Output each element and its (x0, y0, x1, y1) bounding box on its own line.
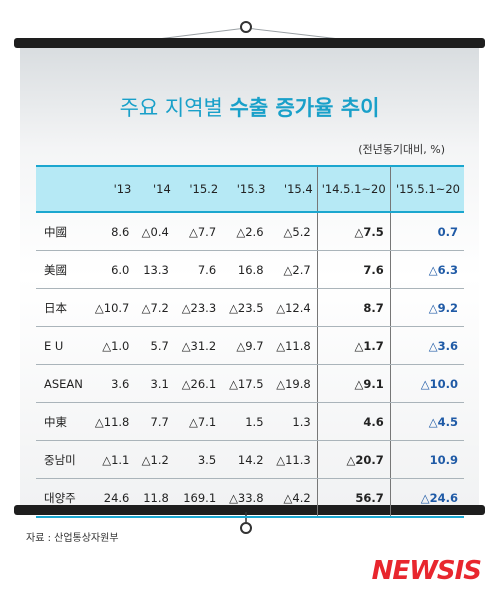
header-cell: '15.2 (174, 165, 223, 213)
table-cell: △0.4 (135, 212, 175, 251)
header-cell: '14.5.1~20 (316, 165, 391, 213)
table-cell: 8.7 (316, 288, 391, 327)
table-cell: 0.7 (389, 212, 464, 251)
table-cell: △24.6 (389, 478, 464, 518)
row-label: E U (36, 326, 89, 365)
table-cell: 4.6 (316, 402, 391, 441)
table-cell: △19.8 (269, 364, 318, 403)
table-cell: 1.3 (269, 402, 318, 441)
table-cell: △6.3 (389, 250, 464, 289)
source-note: 자료 : 산업통상자원부 (26, 533, 119, 544)
table-cell: △23.3 (174, 288, 223, 327)
table-cell: △31.2 (174, 326, 223, 365)
table-cell: △1.1 (88, 440, 136, 479)
table-cell: 1.5 (222, 402, 270, 441)
table-row: 中東 △11.8 7.7 △7.1 1.5 1.3 4.6 △4.5 (36, 402, 464, 441)
table-row: E U △1.0 5.7 △31.2 △9.7 △11.8 △1.7 △3.6 (36, 326, 464, 365)
table-cell: △5.2 (269, 212, 318, 251)
table-cell: 3.5 (174, 440, 223, 479)
table-cell: △20.7 (316, 440, 391, 479)
table-cell: △1.2 (135, 440, 175, 479)
title-plain: 주요 지역별 (119, 96, 230, 120)
table-cell: 7.6 (316, 250, 391, 289)
table-cell: △10.7 (88, 288, 136, 327)
table-cell: △9.1 (316, 364, 391, 403)
table-cell: △7.5 (316, 212, 391, 251)
newsis-logo: NEWSIS (371, 556, 482, 586)
table-cell: △26.1 (174, 364, 223, 403)
table-cell: 3.6 (88, 364, 136, 403)
table-cell: △12.4 (269, 288, 318, 327)
unit-label: (전년동기대비, %) (358, 143, 445, 156)
row-label: 중남미 (36, 440, 89, 479)
table-cell: △4.5 (389, 402, 464, 441)
table-row: 대양주 24.6 11.8 169.1 △33.8 △4.2 56.7 △24.6 (36, 478, 464, 518)
table-header-row: '13 '14 '15.2 '15.3 '15.4 '14.5.1~20 '15… (36, 165, 464, 213)
table-cell: 10.9 (389, 440, 464, 479)
table-cell: 169.1 (174, 478, 223, 518)
row-label: 美國 (36, 250, 89, 289)
table-row: 中國 8.6 △0.4 △7.7 △2.6 △5.2 △7.5 0.7 (36, 212, 464, 251)
table-row: 美國 6.0 13.3 7.6 16.8 △2.7 7.6 △6.3 (36, 250, 464, 289)
table-cell: △2.6 (222, 212, 270, 251)
table-cell: 8.6 (88, 212, 136, 251)
table-cell: 7.6 (174, 250, 223, 289)
table-cell: △7.2 (135, 288, 175, 327)
row-label: 中國 (36, 212, 89, 251)
export-growth-table: '13 '14 '15.2 '15.3 '15.4 '14.5.1~20 '15… (36, 165, 464, 518)
row-label: 日本 (36, 288, 89, 327)
table-cell: 13.3 (135, 250, 175, 289)
table-cell: 16.8 (222, 250, 270, 289)
table-row: ASEAN 3.6 3.1 △26.1 △17.5 △19.8 △9.1 △10.0 (36, 364, 464, 403)
table-cell: 14.2 (222, 440, 270, 479)
table-cell: △33.8 (222, 478, 270, 518)
table-cell: △1.0 (88, 326, 136, 365)
table-cell: 6.0 (88, 250, 136, 289)
table-cell: △7.1 (174, 402, 223, 441)
table-cell: △1.7 (316, 326, 391, 365)
table-cell: △23.5 (222, 288, 270, 327)
table-cell: 56.7 (316, 478, 391, 518)
header-cell: '15.4 (269, 165, 318, 213)
table-cell: △11.8 (269, 326, 318, 365)
header-cell (36, 165, 89, 213)
table-cell: △10.0 (389, 364, 464, 403)
table-cell: △7.7 (174, 212, 223, 251)
top-roller (14, 38, 485, 48)
table-cell: △4.2 (269, 478, 318, 518)
title-bold: 수출 증가율 추이 (229, 96, 380, 120)
header-cell: '14 (135, 165, 175, 213)
table-cell: 7.7 (135, 402, 175, 441)
header-cell: '15.3 (222, 165, 270, 213)
table-cell: △11.3 (269, 440, 318, 479)
page-title: 주요 지역별 수출 증가율 추이 (0, 92, 499, 122)
row-label: 대양주 (36, 478, 89, 518)
row-label: ASEAN (36, 364, 89, 403)
table-cell: 3.1 (135, 364, 175, 403)
table-cell: △2.7 (269, 250, 318, 289)
table-cell: 5.7 (135, 326, 175, 365)
table-cell: 24.6 (88, 478, 136, 518)
table-cell: △11.8 (88, 402, 136, 441)
row-label: 中東 (36, 402, 89, 441)
table-cell: △17.5 (222, 364, 270, 403)
table-cell: 11.8 (135, 478, 175, 518)
hanger-icon (149, 21, 349, 41)
header-cell: '13 (88, 165, 136, 213)
table-cell: △9.7 (222, 326, 270, 365)
header-cell: '15.5.1~20 (389, 165, 464, 213)
table-row: 중남미 △1.1 △1.2 3.5 14.2 △11.3 △20.7 10.9 (36, 440, 464, 479)
pull-ring-icon (240, 512, 252, 534)
table-cell: △9.2 (389, 288, 464, 327)
table-row: 日本 △10.7 △7.2 △23.3 △23.5 △12.4 8.7 △9.2 (36, 288, 464, 327)
table-cell: △3.6 (389, 326, 464, 365)
